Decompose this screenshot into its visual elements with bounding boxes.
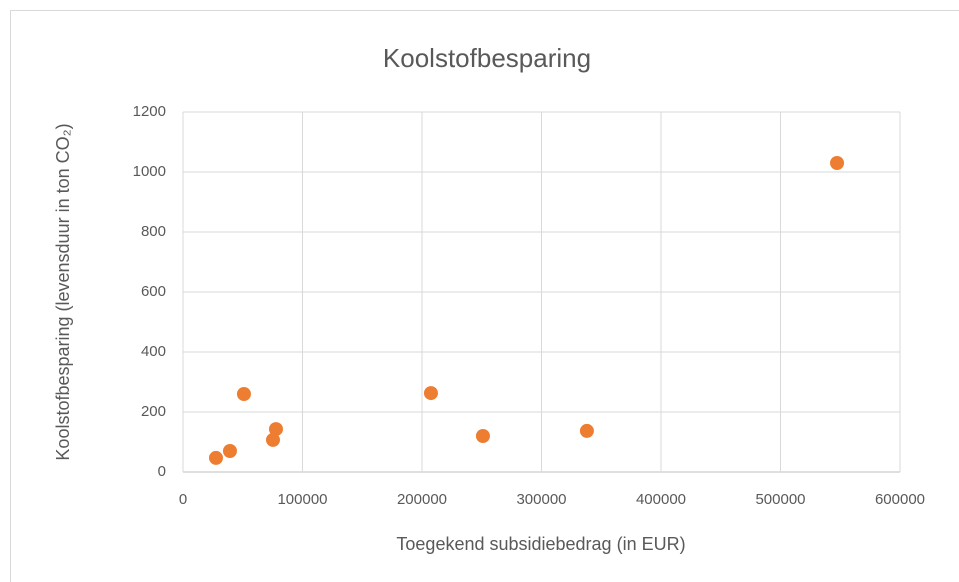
- point: [423, 386, 438, 401]
- y-axis-label: Koolstofbesparing (levensduur in ton CO₂…: [53, 123, 73, 460]
- point: [265, 432, 280, 447]
- y-tick-label: 1200: [133, 103, 166, 120]
- point: [268, 422, 283, 437]
- point: [208, 450, 223, 465]
- y-tick-label: 1000: [133, 163, 166, 180]
- y-tick-label: 600: [141, 283, 166, 300]
- x-axis-label: Toegekend subsidiebedrag (in EUR): [396, 534, 685, 554]
- x-tick-label: 300000: [516, 491, 566, 508]
- x-tick-label: 100000: [277, 491, 327, 508]
- y-tick-label: 400: [141, 343, 166, 360]
- y-tick-label: 200: [141, 403, 166, 420]
- x-tick-label: 0: [179, 491, 187, 508]
- point: [236, 387, 251, 401]
- chart-title: Koolstofbesparing: [383, 43, 591, 73]
- point: [579, 423, 594, 438]
- point: [475, 429, 490, 443]
- x-tick-label: 400000: [636, 491, 686, 508]
- y-tick-label: 0: [158, 463, 166, 480]
- y-tick-label: 800: [141, 223, 166, 240]
- point: [222, 444, 237, 458]
- point: [830, 156, 845, 170]
- chart-border: [10, 10, 959, 582]
- x-tick-label: 500000: [755, 491, 805, 508]
- x-tick-label: 200000: [397, 491, 447, 508]
- x-tick-label: 600000: [875, 491, 925, 508]
